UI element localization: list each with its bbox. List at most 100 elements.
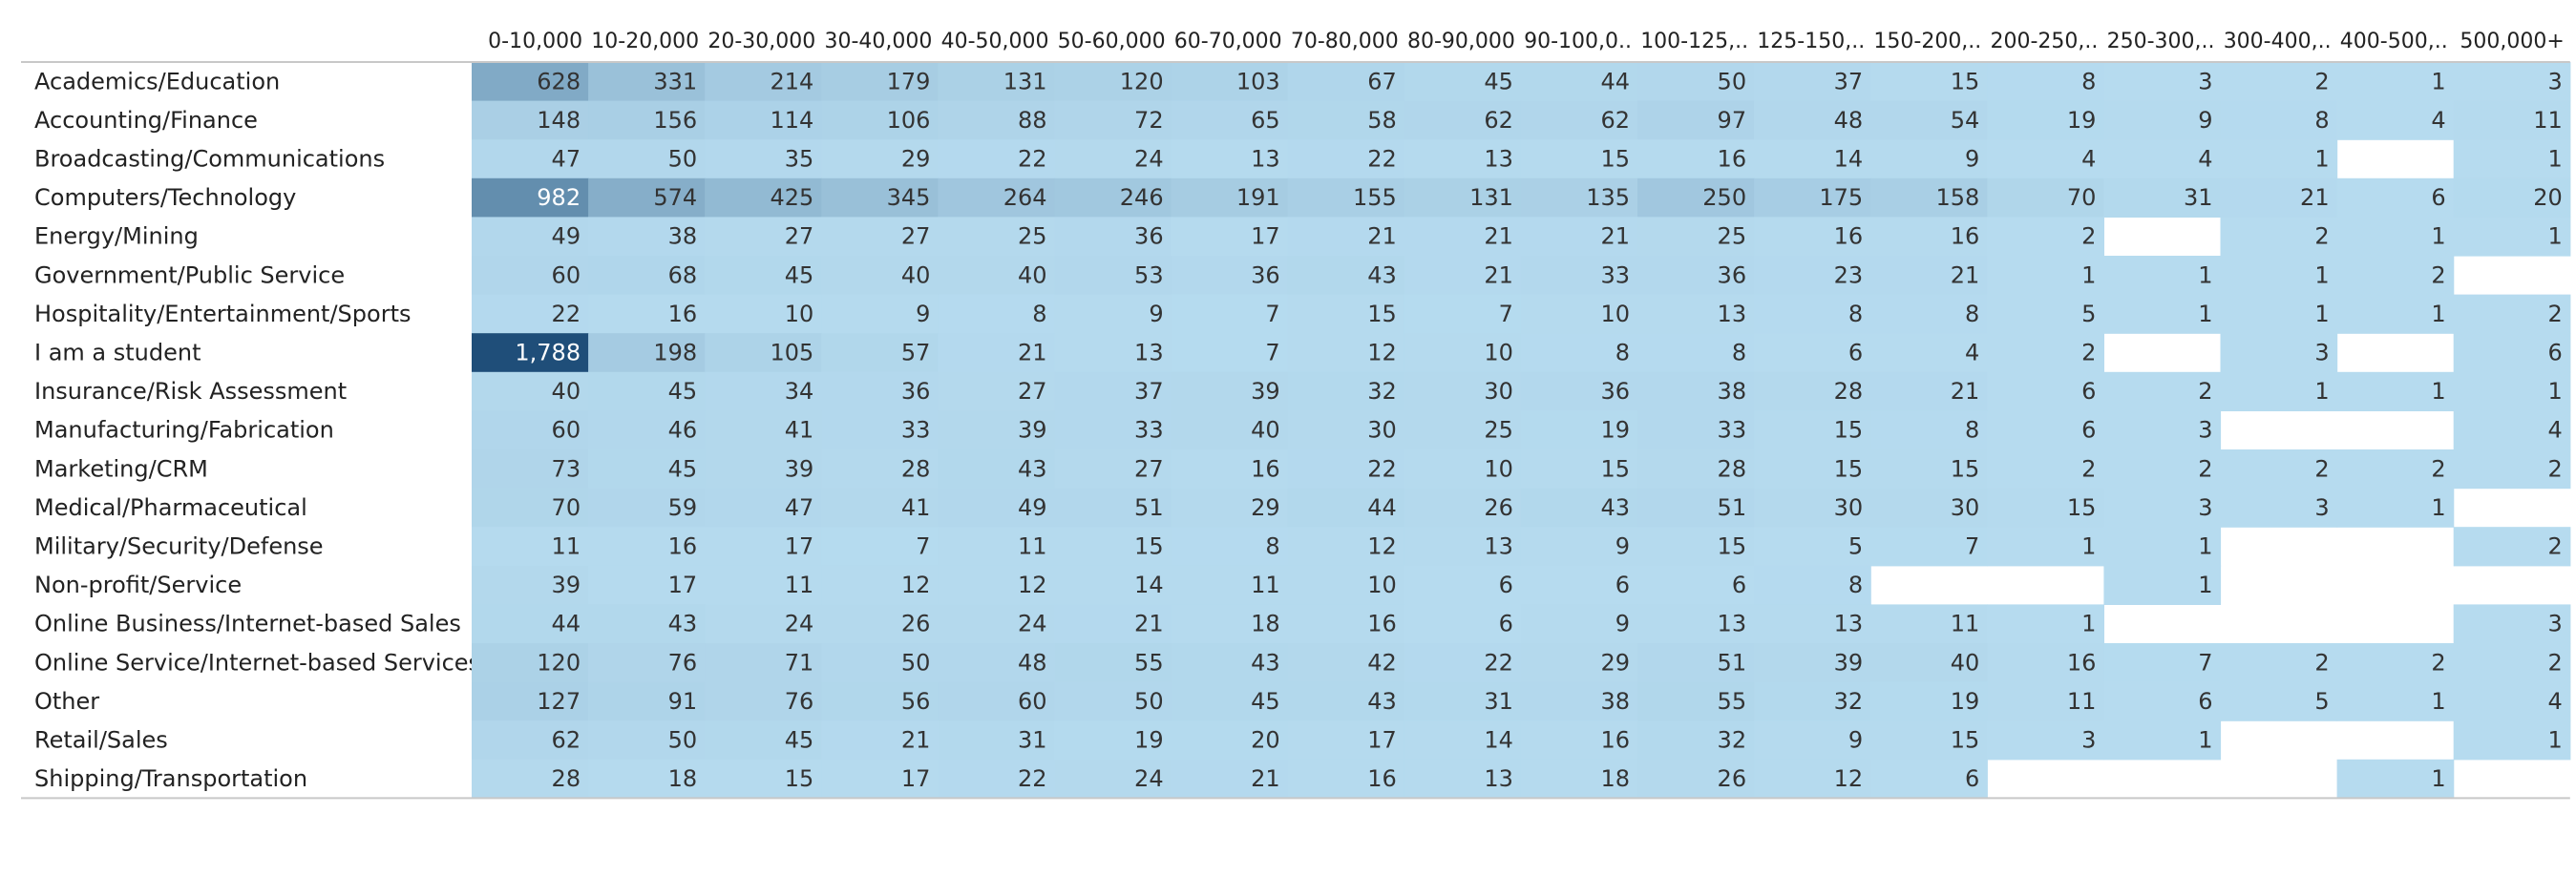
cell-value-label: 65 xyxy=(1251,107,1280,134)
cell-value-label: 2 xyxy=(2081,223,2096,250)
cell-value-label: 13 xyxy=(1251,146,1280,173)
cell-value-label: 9 xyxy=(1149,301,1163,327)
heatmap-cell xyxy=(1054,449,1172,490)
heatmap-cell xyxy=(1754,256,1871,296)
heatmap-cell xyxy=(938,527,1056,567)
cell-value-label: 22 xyxy=(552,301,581,327)
heatmap-cell xyxy=(1637,410,1755,450)
cell-value-label: 2 xyxy=(2314,455,2329,482)
heatmap-cell xyxy=(1520,565,1638,605)
cell-value-label: 15 xyxy=(1600,146,1630,173)
cell-value-label: 15 xyxy=(1134,533,1164,560)
cell-value-label: 8 xyxy=(1848,572,1863,598)
cell-value-label: 9 xyxy=(1848,727,1863,754)
cell-value-label: 36 xyxy=(901,378,931,405)
cell-value-label: 9 xyxy=(916,301,930,327)
heatmap-cell xyxy=(1054,759,1172,799)
heatmap-cell xyxy=(705,488,822,528)
cell-value-label: 1 xyxy=(2431,378,2445,405)
heatmap-cell xyxy=(1520,449,1638,490)
heatmap-cell xyxy=(1520,62,1638,102)
heatmap-cell xyxy=(705,371,822,411)
heatmap-cell xyxy=(821,177,939,218)
heatmap-cell xyxy=(1754,720,1871,761)
heatmap-cell xyxy=(2220,449,2338,490)
cell-value-label: 55 xyxy=(1718,688,1747,715)
heatmap-cell xyxy=(2336,217,2455,257)
heatmap-cell xyxy=(1870,759,1988,799)
cell-value-label: 28 xyxy=(901,455,931,482)
cell-value-label: 36 xyxy=(1134,223,1164,250)
heatmap-cell xyxy=(705,217,822,257)
heatmap-cell xyxy=(1054,62,1172,102)
heatmap-cell xyxy=(1870,720,1988,761)
cell-value-label: 3 xyxy=(2548,68,2563,94)
heatmap-cell xyxy=(1754,488,1871,528)
cell-value-label: 29 xyxy=(1600,649,1630,676)
heatmap-cell xyxy=(705,565,822,605)
cell-value-label: 120 xyxy=(537,649,581,676)
cell-value-label: 8 xyxy=(1265,533,1279,560)
heatmap-cell xyxy=(1870,333,1988,373)
heatmap-cell xyxy=(821,449,939,490)
heatmap-cell xyxy=(2103,294,2222,334)
cell-value-label: 21 xyxy=(2300,184,2330,211)
heatmap-cell xyxy=(2220,333,2338,373)
cell-value-label: 22 xyxy=(1367,146,1397,173)
cell-value-label: 8 xyxy=(1732,340,1746,366)
heatmap-cell xyxy=(472,410,589,450)
cell-value-label: 32 xyxy=(1834,688,1864,715)
cell-value-label: 7 xyxy=(1965,533,1979,560)
column-label-3: 30-40,000 xyxy=(824,30,932,53)
heatmap-cell xyxy=(1287,759,1405,799)
heatmap-cell xyxy=(938,139,1056,179)
cell-value-label: 2 xyxy=(2548,533,2563,560)
heatmap-cell xyxy=(938,294,1056,334)
heatmap-cell xyxy=(938,488,1056,528)
cell-value-label: 10 xyxy=(1484,340,1513,366)
heatmap-cell xyxy=(705,294,822,334)
heatmap-cell xyxy=(2336,681,2455,721)
cell-value-label: 13 xyxy=(1134,340,1164,366)
heatmap-cell xyxy=(938,256,1056,296)
heatmap-cell xyxy=(472,177,589,218)
cell-value-label: 6 xyxy=(1965,765,1979,792)
heatmap-cell xyxy=(2103,488,2222,528)
cell-value-label: 16 xyxy=(2067,649,2097,676)
heatmap-cell xyxy=(472,720,589,761)
heatmap-cell xyxy=(1520,759,1638,799)
heatmap-cell xyxy=(1870,294,1988,334)
cell-value-label: 135 xyxy=(1586,184,1630,211)
heatmap-cell xyxy=(2103,681,2222,721)
heatmap-cell xyxy=(1637,333,1755,373)
heatmap-cell xyxy=(1637,488,1755,528)
cell-value-label: 50 xyxy=(668,727,698,754)
cell-value-label: 51 xyxy=(1134,494,1164,521)
cell-value-label: 11 xyxy=(1018,533,1047,560)
cell-value-label: 1 xyxy=(2198,572,2212,598)
heatmap-cell xyxy=(1404,643,1522,683)
cell-value-label: 18 xyxy=(668,765,698,792)
cell-value-label: 17 xyxy=(901,765,931,792)
heatmap-cell xyxy=(1054,720,1172,761)
cell-value-label: 12 xyxy=(1018,572,1047,598)
cell-value-label: 49 xyxy=(1018,494,1047,521)
heatmap-cell xyxy=(472,371,589,411)
cell-value-label: 97 xyxy=(1718,107,1747,134)
heatmap-cell xyxy=(2220,488,2338,528)
heatmap-cell xyxy=(938,759,1056,799)
cell-value-label: 39 xyxy=(1018,417,1047,444)
heatmap-cell xyxy=(1054,681,1172,721)
heatmap-cell xyxy=(2453,643,2571,683)
heatmap-cell xyxy=(938,217,1056,257)
column-label-16: 400-500,.. xyxy=(2340,30,2448,53)
cell-value-label: 19 xyxy=(1600,417,1630,444)
column-label-0: 0-10,000 xyxy=(488,30,582,53)
heatmap-cell xyxy=(2453,681,2571,721)
heatmap-cell xyxy=(2453,720,2571,761)
heatmap-cell xyxy=(1287,371,1405,411)
heatmap-cell xyxy=(2453,139,2571,179)
column-label-14: 250-300,.. xyxy=(2107,30,2215,53)
cell-value-label: 22 xyxy=(1018,765,1047,792)
heatmap-cell xyxy=(821,217,939,257)
